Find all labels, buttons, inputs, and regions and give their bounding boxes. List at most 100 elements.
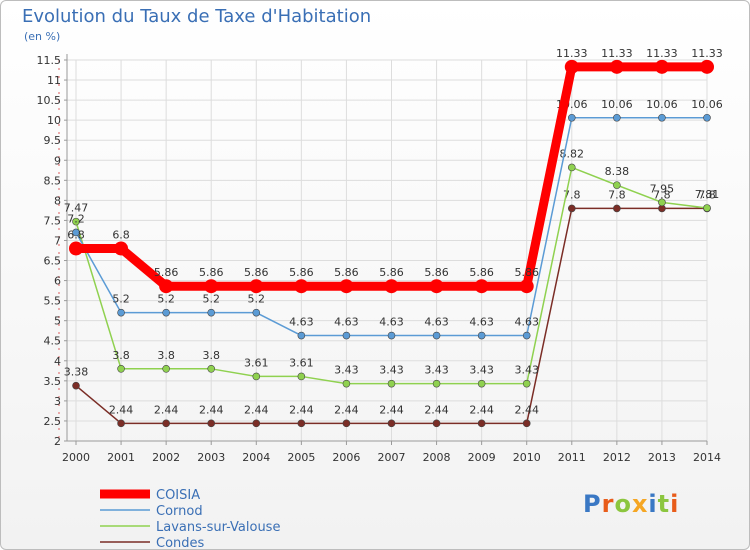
series-condes: 3.38 2.44 2.44 2.44 2.44 2.44 2.44 2.44 2.44 2.44…: [64, 188, 716, 428]
series-group: 3.38 2.44 2.44 2.44 2.44 2.44 2.44 2.44 2.44 2.44…: [64, 47, 723, 428]
data-point: [117, 365, 125, 373]
data-point: [207, 308, 216, 317]
data-label: 5.86: [379, 266, 404, 279]
data-point: [387, 379, 396, 388]
data-point: [429, 279, 444, 294]
data-point: [297, 331, 306, 340]
y-tick-label: 6: [54, 275, 61, 288]
legend-label: Lavans-sur-Valouse: [156, 520, 280, 535]
data-label: 3.43: [334, 364, 359, 377]
logo-letter: i: [670, 490, 680, 518]
data-label: 8.38: [605, 165, 630, 178]
data-point: [117, 308, 125, 317]
data-label: 6.8: [112, 228, 130, 241]
legend-label: Cornod: [156, 504, 203, 519]
data-label: 5.2: [112, 293, 130, 306]
logo-letter: o: [614, 490, 632, 518]
data-label: 5.86: [334, 266, 359, 279]
y-tick-label: 9.5: [44, 134, 62, 147]
data-point: [162, 308, 170, 317]
y-tick-label: 2: [54, 435, 61, 448]
data-label: 3.8: [157, 349, 175, 362]
data-label: 4.63: [289, 316, 314, 329]
data-label: 2.44: [379, 403, 404, 416]
data-label: 2.44: [154, 403, 179, 416]
data-label: 2.44: [199, 403, 224, 416]
x-tick-label: 2013: [648, 451, 676, 464]
y-tick-label: 7.5: [44, 214, 62, 227]
data-label: 3.43: [379, 364, 404, 377]
data-label: 7.8: [698, 188, 716, 201]
x-tick-label: 2007: [378, 451, 406, 464]
data-point: [162, 419, 170, 428]
data-label: 3.43: [514, 364, 539, 377]
logo-letter: x: [631, 490, 649, 518]
data-point: [114, 241, 129, 256]
data-label: 7.2: [67, 212, 85, 225]
data-point: [294, 279, 309, 294]
data-label: 4.63: [379, 316, 404, 329]
series-lavans-sur-valouse: 7.47 3.8 3.8 3.8 3.61 3.61 3.43 3.43 3.43 3.43 3.4…: [64, 147, 720, 388]
data-point: [342, 419, 351, 428]
data-point: [477, 331, 486, 340]
data-label: 4.63: [514, 316, 539, 329]
data-label: 2.44: [469, 403, 494, 416]
x-tick-label: 2010: [513, 451, 541, 464]
data-label: 7.8: [653, 188, 671, 201]
data-point: [613, 204, 621, 213]
grid: [67, 59, 708, 442]
unit-label: (en %): [24, 30, 61, 43]
data-point: [72, 228, 80, 237]
y-tick-label: 9: [54, 154, 61, 167]
y-tick-label: 5.5: [44, 295, 62, 308]
data-label: 4.63: [334, 316, 359, 329]
data-label: 7.81: [695, 188, 720, 201]
data-point: [432, 419, 441, 428]
data-point: [249, 279, 264, 294]
data-label: 3.61: [289, 356, 314, 369]
data-label: 10.06: [601, 98, 633, 111]
data-label: 5.2: [202, 293, 220, 306]
logo-letter: r: [601, 490, 615, 518]
y-tick-label: 5: [54, 315, 61, 328]
data-point: [567, 113, 576, 122]
data-point: [703, 204, 711, 212]
data-label: 2.44: [514, 403, 539, 416]
data-point: [703, 113, 711, 122]
data-label: 4.63: [424, 316, 449, 329]
data-point: [117, 419, 125, 428]
legend-label: COISIA: [156, 488, 200, 503]
data-point: [252, 308, 261, 317]
y-tick-label: 11.5: [37, 54, 62, 67]
data-label: 10.06: [646, 98, 678, 111]
data-label: 7.8: [608, 188, 626, 201]
data-label: 11.33: [556, 47, 588, 60]
data-label: 2.44: [334, 403, 359, 416]
y-tick-label: 6.5: [44, 255, 62, 268]
series-coisia: 6.8 6.8 5.86 5.86 5.86 5.86 5.86 5.86 5.86 5.86 5.…: [67, 47, 723, 294]
data-label: 11.33: [646, 47, 678, 60]
x-tick-label: 2004: [242, 451, 270, 464]
data-label: 3.61: [244, 356, 269, 369]
data-point: [387, 331, 396, 340]
data-label: 5.86: [199, 266, 224, 279]
y-tick-label: 11: [47, 74, 61, 87]
y-tick-label: 4: [54, 355, 61, 368]
data-point: [207, 419, 216, 428]
data-point: [252, 372, 261, 381]
data-label: 2.44: [289, 403, 314, 416]
data-label: 5.86: [154, 266, 179, 279]
data-label: 10.06: [691, 98, 723, 111]
y-tick-label: 3: [54, 395, 61, 408]
data-point: [567, 204, 576, 213]
logo-letter: t: [657, 490, 671, 518]
data-point: [69, 241, 83, 256]
data-point: [387, 419, 396, 428]
data-point: [613, 181, 621, 189]
data-label: 5.86: [424, 266, 449, 279]
y-tick-label: 4.5: [44, 335, 62, 348]
data-point: [297, 419, 306, 428]
data-label: 3.43: [424, 364, 449, 377]
chart-title: Evolution du Taux de Taxe d'Habitation: [22, 6, 372, 27]
data-label: 3.8: [202, 349, 220, 362]
